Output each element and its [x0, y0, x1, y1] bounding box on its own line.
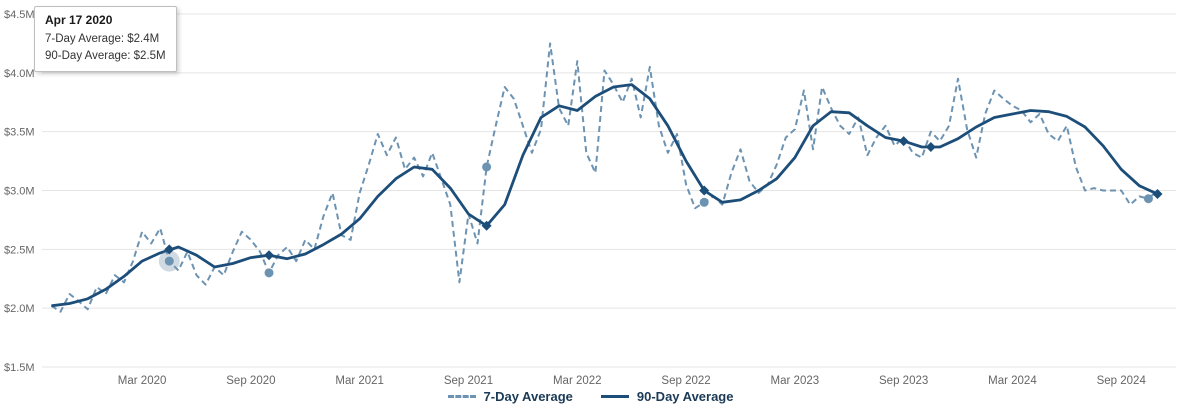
tooltip: Apr 17 2020 7-Day Average: $2.4M 90-Day … [34, 6, 177, 73]
legend-label-7day: 7-Day Average [483, 388, 573, 404]
x-tick-label: Sep 2021 [444, 375, 493, 387]
y-tick-label: $3.0M [4, 186, 35, 198]
y-tick-label: $1.5M [4, 362, 35, 374]
tooltip-date: Apr 17 2020 [45, 13, 113, 27]
tooltip-7day-row: 7-Day Average: $2.4M [45, 33, 160, 45]
90day-point-marker[interactable] [925, 141, 936, 152]
7day-average-line[interactable] [50, 42, 1159, 313]
y-tick-label: $2.0M [4, 303, 35, 315]
90day-point-marker[interactable] [264, 250, 275, 261]
7day-line-swatch-icon [447, 394, 476, 398]
7day-point-marker[interactable] [482, 162, 492, 172]
x-tick-label: Mar 2021 [335, 375, 384, 387]
7day-point-marker[interactable] [264, 268, 274, 278]
y-tick-label: $3.5M [4, 127, 35, 139]
legend-item-90day[interactable]: 90-Day Average [600, 388, 734, 404]
90day-point-marker[interactable] [481, 220, 492, 231]
7day-point-marker[interactable] [164, 256, 174, 266]
legend: 7-Day Average 90-Day Average [0, 384, 1181, 408]
legend-item-7day[interactable]: 7-Day Average [447, 388, 573, 404]
x-tick-label: Mar 2023 [771, 375, 820, 387]
x-tick-label: Mar 2024 [988, 375, 1037, 387]
y-tick-label: $4.5M [4, 9, 35, 21]
90day-point-marker[interactable] [164, 244, 175, 255]
x-tick-label: Mar 2022 [553, 375, 602, 387]
7day-point-markers[interactable] [164, 162, 1153, 278]
90day-point-marker[interactable] [1152, 189, 1163, 200]
x-tick-label: Sep 2023 [879, 375, 928, 387]
y-tick-label: $4.0M [4, 68, 35, 80]
90day-point-marker[interactable] [699, 185, 710, 196]
tooltip-90day-row: 90-Day Average: $2.5M [45, 49, 166, 62]
x-tick-label: Mar 2020 [118, 375, 167, 387]
gridlines [42, 13, 1176, 368]
x-tick-label: Sep 2024 [1097, 375, 1147, 387]
7day-point-marker[interactable] [699, 197, 709, 207]
y-tick-label: $2.5M [4, 244, 35, 256]
x-axis-labels: Mar 2020 Sep 2020 Mar 2021 Sep 2021 Mar 2022… [118, 375, 1147, 387]
x-tick-label: Sep 2022 [661, 375, 710, 387]
legend-label-90day: 90-Day Average [636, 388, 734, 404]
x-tick-label: Sep 2020 [226, 375, 275, 387]
90day-point-markers[interactable] [164, 136, 1163, 261]
chart-canvas[interactable]: $1.5M $2.0M $2.5M $3.0M $3.5M $4.0M $4.5M Mar 2… [0, 0, 1181, 390]
y-axis-labels: $1.5M $2.0M $2.5M $3.0M $3.5M $4.0M $4.5M [4, 9, 35, 374]
90day-average-line[interactable] [51, 83, 1159, 308]
90day-point-marker[interactable] [898, 136, 909, 147]
7day-point-marker[interactable] [1143, 194, 1153, 204]
90day-line-swatch-icon [600, 394, 629, 398]
